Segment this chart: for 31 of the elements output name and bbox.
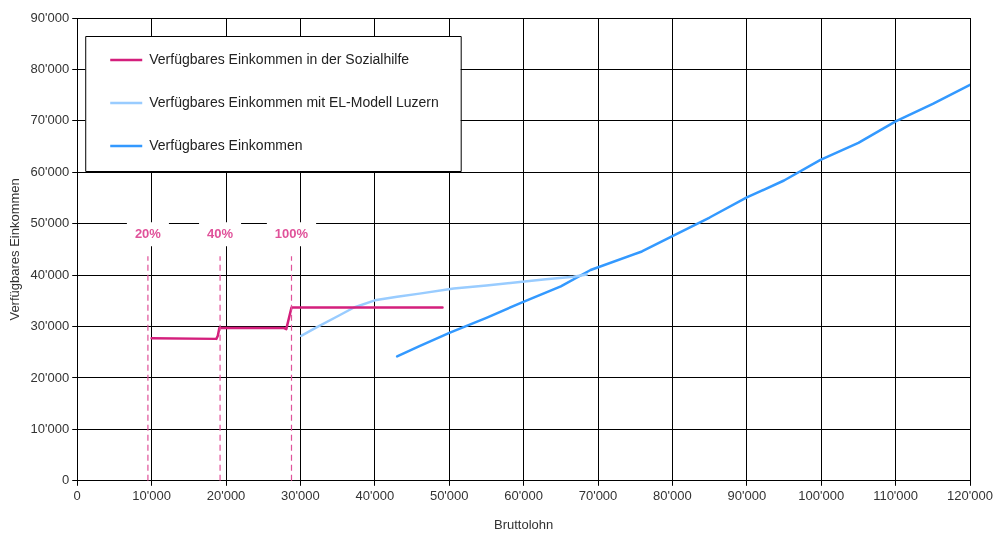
y-tick-label: 70'000	[30, 112, 70, 128]
y-tick-label: 80'000	[30, 61, 70, 76]
x-tick-label: 50'000	[429, 488, 469, 504]
annotation: 20%	[134, 225, 162, 241]
y-tick-label: 90'000	[30, 9, 70, 25]
y-tick-label: 50'000	[30, 215, 70, 231]
x-tick-label: 90'000	[727, 488, 767, 504]
y-tick-label: 30'000	[30, 318, 70, 334]
y-tick-label: 40'000	[30, 266, 70, 282]
x-axis-title: Bruttolohn	[493, 516, 554, 532]
y-tick-label: 20'000	[30, 369, 70, 385]
x-tick-label: 0	[73, 488, 81, 504]
x-tick-label: 60'000	[504, 488, 543, 504]
x-tick-label: 40'000	[355, 488, 395, 504]
legend-label: Verfügbares Einkommen mit EL-Modell Luzern	[149, 93, 439, 110]
y-tick-label: 60'000	[30, 163, 70, 179]
x-tick-label: 100'000	[798, 488, 845, 504]
legend-label: Verfügbares Einkommen in der Sozialhilfe	[149, 50, 410, 67]
x-tick-label: 30'000	[281, 488, 320, 504]
x-tick-label: 110'000	[873, 488, 919, 504]
y-tick-label: 0	[62, 472, 70, 488]
x-tick-label: 20'000	[206, 488, 246, 504]
y-axis-title: Verfügbares Einkommen	[7, 178, 23, 321]
annotation: 40%	[207, 225, 234, 241]
x-tick-label: 80'000	[653, 488, 692, 504]
y-tick-label: 10'000	[30, 420, 70, 436]
x-tick-label: 120'000	[947, 488, 993, 504]
x-tick-label: 10'000	[132, 488, 171, 504]
annotation: 100%	[274, 225, 309, 241]
x-tick-label: 70'000	[578, 488, 618, 504]
legend-label: Verfügbares Einkommen	[149, 136, 303, 153]
